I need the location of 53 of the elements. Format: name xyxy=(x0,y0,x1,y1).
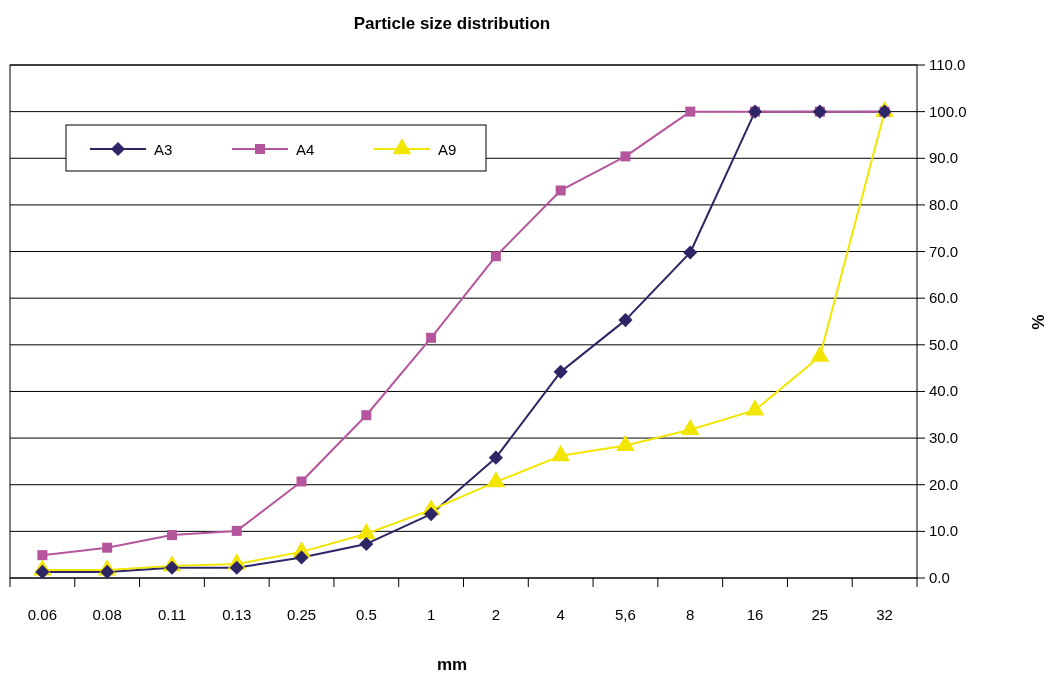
y2-tick-label: 90.0 xyxy=(929,149,959,167)
point xyxy=(685,106,696,117)
point xyxy=(164,560,180,575)
point xyxy=(294,550,309,565)
point xyxy=(359,536,374,552)
y2-tick-label: 70.0 xyxy=(929,242,959,260)
x-tick-label: 1 xyxy=(426,606,436,623)
y2-tick-label: 30.0 xyxy=(929,429,959,447)
point xyxy=(620,151,631,162)
x-tick-label: 0.13 xyxy=(222,606,252,623)
y2-tick-label: 40.0 xyxy=(929,382,959,400)
point xyxy=(683,245,698,260)
x-tick-label: 0.11 xyxy=(157,606,187,623)
point xyxy=(555,185,566,196)
legend-label: A3 xyxy=(154,141,173,158)
y2-axis-title: % xyxy=(1028,314,1046,330)
x-tick-label: 0.5 xyxy=(355,606,377,623)
point xyxy=(618,313,633,328)
x-tick-label: 0.25 xyxy=(286,606,317,623)
x-tick-label: 2 xyxy=(491,606,501,623)
y2-tick-label: 0.0 xyxy=(929,569,950,586)
x-tick-label: 16 xyxy=(746,606,764,623)
y2-tick-label: 100.0 xyxy=(929,102,967,120)
point xyxy=(102,542,113,553)
chart-title: Particle size distribution xyxy=(353,14,551,33)
x-tick-label: 32 xyxy=(876,606,893,623)
point xyxy=(488,450,503,465)
x-tick-label: 0.08 xyxy=(92,606,122,623)
y2-tick-label: 10.0 xyxy=(929,522,959,540)
point xyxy=(100,564,115,580)
x-tick-label: 25 xyxy=(811,606,829,623)
point xyxy=(231,525,242,536)
y2-tick-label: 60.0 xyxy=(929,289,959,307)
point xyxy=(426,332,437,343)
point xyxy=(361,410,372,421)
x-tick-label: 0.06 xyxy=(27,606,57,623)
x-tick-label: 5,6 xyxy=(615,606,636,623)
point xyxy=(35,564,50,580)
point xyxy=(229,560,244,575)
point xyxy=(553,364,568,379)
x-tick-label: 8 xyxy=(686,606,695,623)
point xyxy=(490,251,501,262)
legend-label: A4 xyxy=(296,141,315,158)
point xyxy=(296,476,307,487)
point xyxy=(166,530,177,541)
y2-tick-label: 50.0 xyxy=(929,335,959,353)
y2-tick-label: 80.0 xyxy=(929,195,959,213)
legend-label: A9 xyxy=(438,141,457,158)
point xyxy=(37,550,48,561)
y2-tick-label: 110.0 xyxy=(929,56,966,73)
y2-tick-label: 20.0 xyxy=(929,475,959,493)
x-axis-title: mm xyxy=(436,655,468,674)
x-tick-label: 4 xyxy=(556,606,565,623)
